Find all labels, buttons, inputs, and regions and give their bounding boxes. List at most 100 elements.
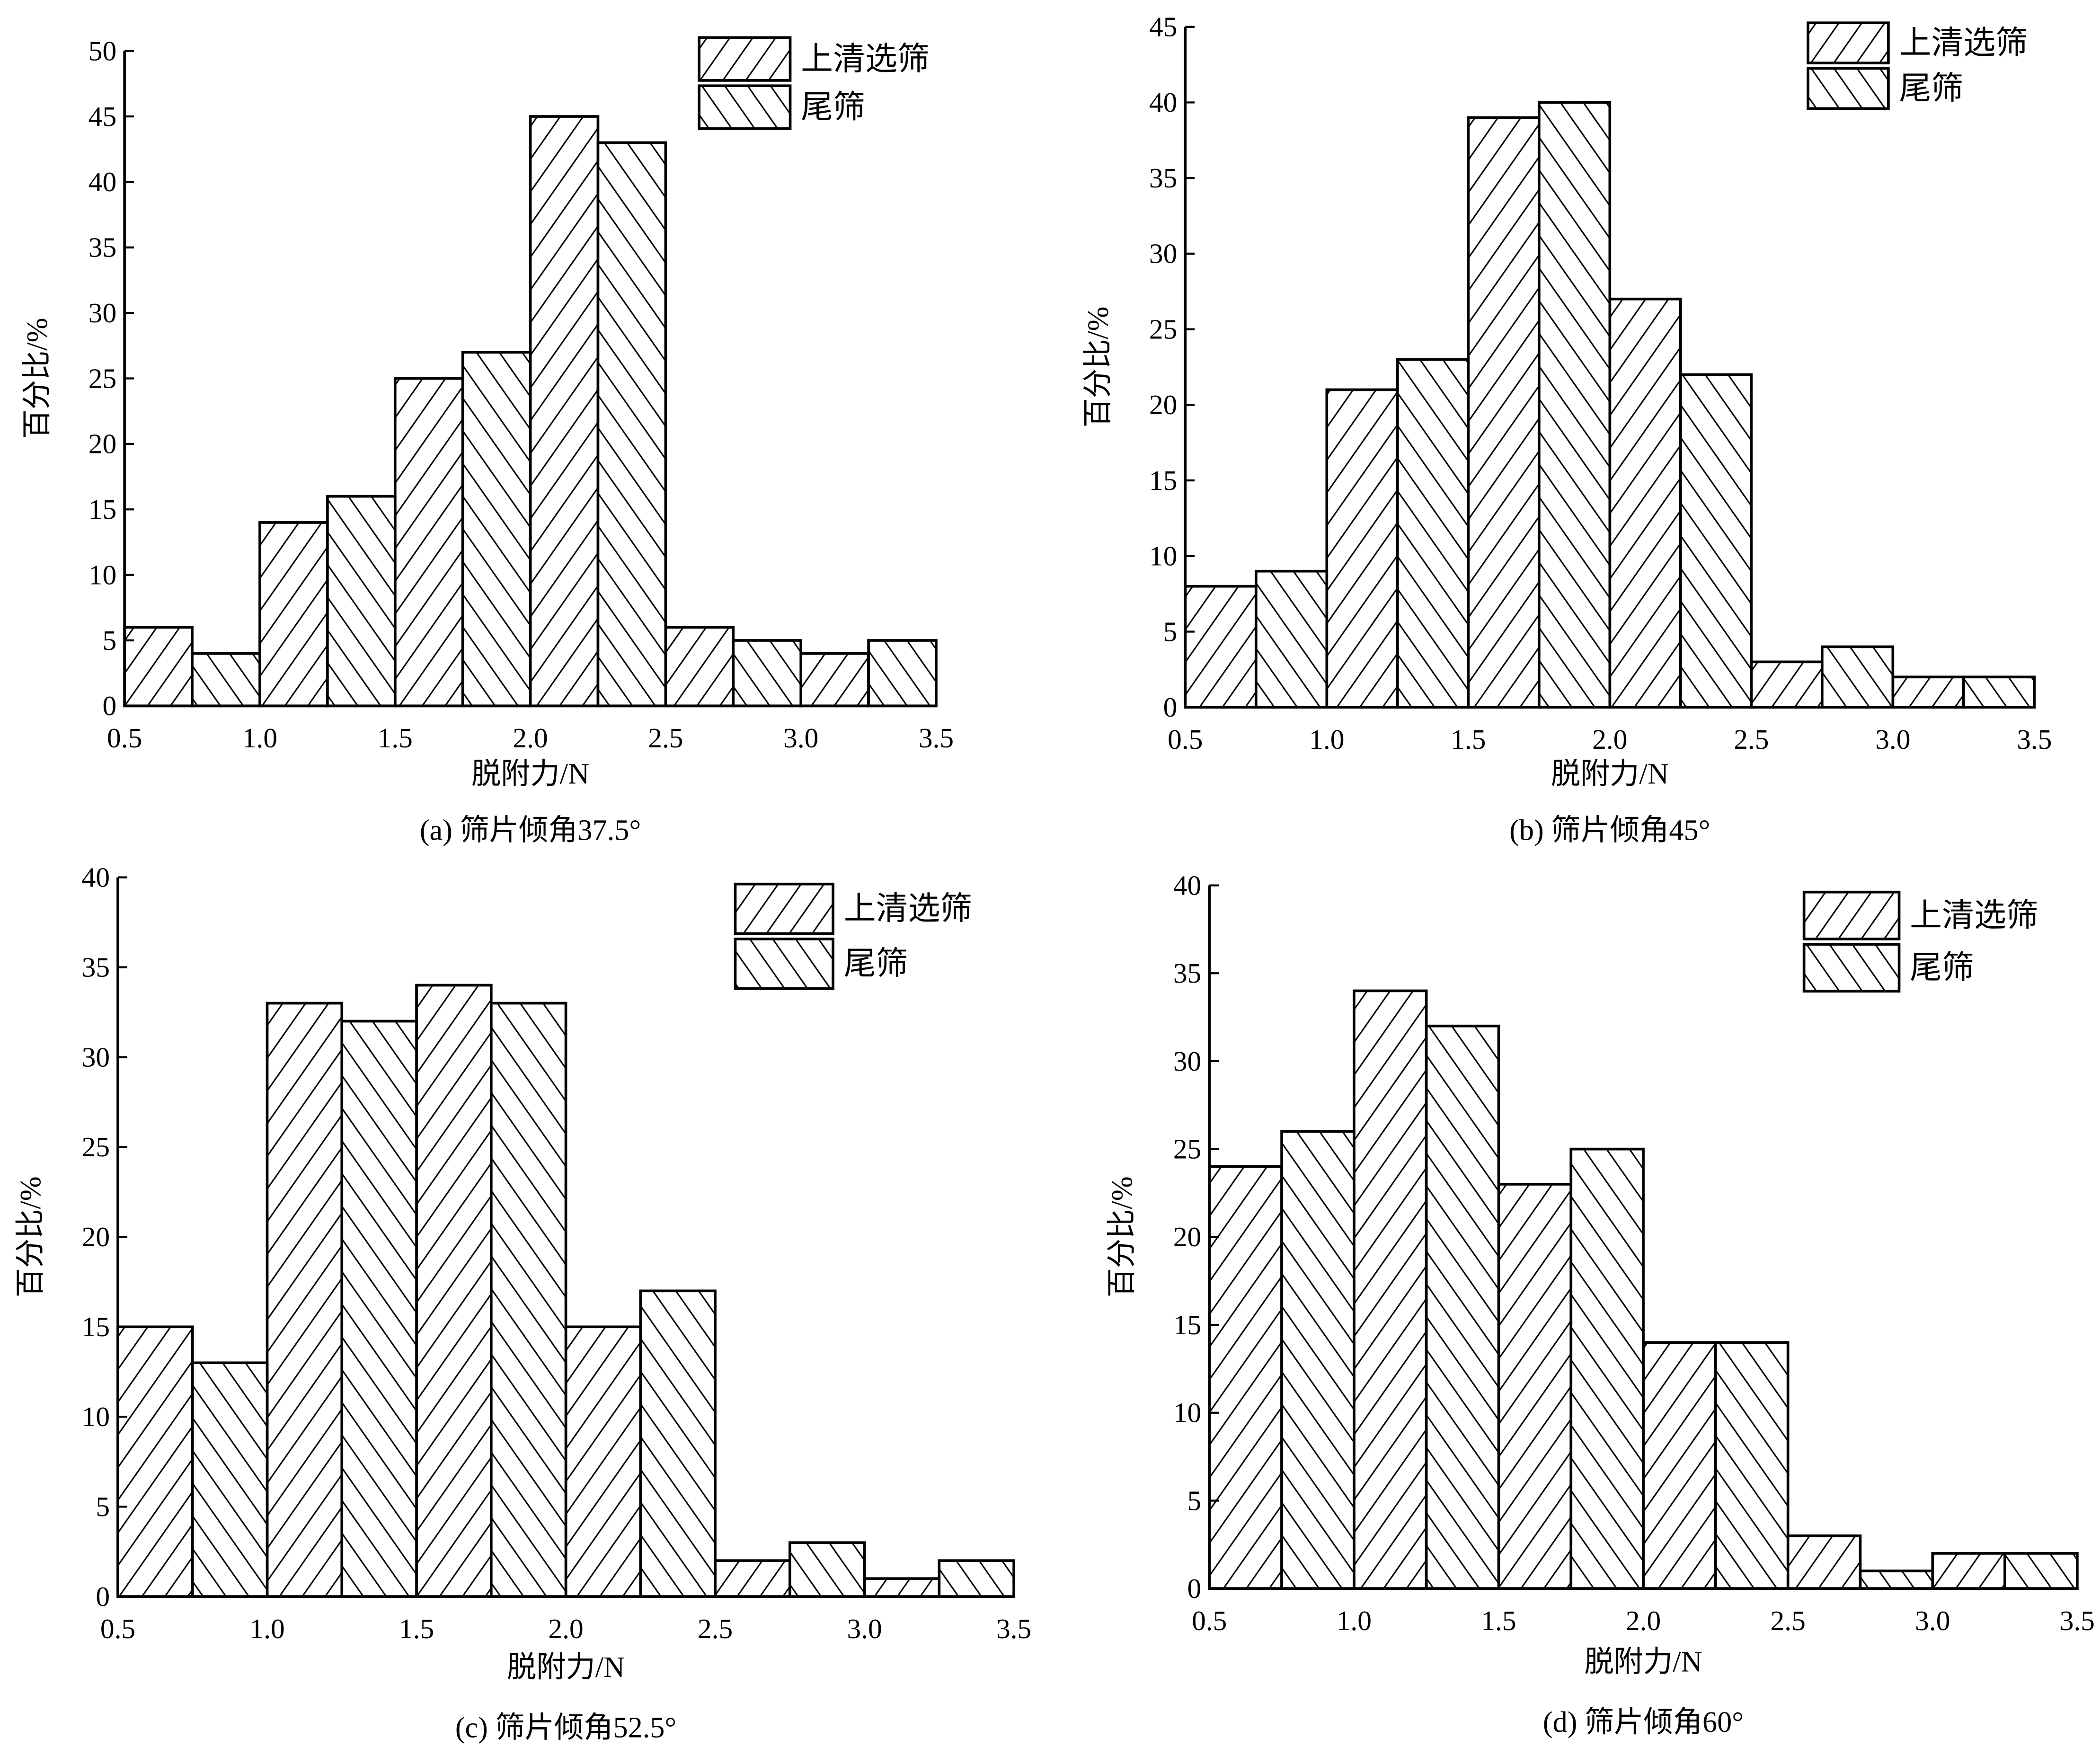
bar-tail-sieve	[340, 1020, 418, 1598]
legend-swatch	[1802, 943, 1901, 993]
x-tick-label: 0.5	[1168, 724, 1203, 755]
bar-tail-sieve	[1254, 569, 1329, 709]
y-tick-label: 45	[1149, 11, 1177, 43]
bar-upper-clean-sieve	[123, 626, 194, 708]
y-tick-label: 20	[1173, 1221, 1201, 1252]
x-tick-label: 3.5	[919, 722, 954, 754]
x-axis-label: 脱附力/N	[1551, 758, 1669, 790]
bar-tail-sieve	[1859, 1570, 1934, 1590]
y-tick-label: 35	[1149, 162, 1177, 194]
bar-upper-clean-sieve	[1750, 660, 1824, 709]
y-tick-label: 10	[82, 1401, 110, 1432]
bar-upper-clean-sieve	[1208, 1165, 1283, 1590]
bar-upper-clean-sieve	[258, 521, 329, 708]
y-tick-label: 5	[102, 625, 116, 656]
legend-swatch	[734, 937, 834, 990]
bar-upper-clean-sieve	[1325, 388, 1399, 709]
y-tick-label: 30	[82, 1041, 110, 1073]
chart-caption: (a) 筛片倾角37.5°	[420, 814, 641, 846]
bar-upper-clean-sieve	[1467, 116, 1541, 709]
y-tick-label: 35	[82, 951, 110, 983]
bar-tail-sieve	[1396, 358, 1470, 709]
bar-upper-clean-sieve	[1608, 297, 1682, 709]
y-axis-label: 百分比/%	[15, 1176, 47, 1297]
x-axis-label: 脱附力/N	[1585, 1646, 1702, 1678]
y-axis-label: 百分比/%	[1106, 1176, 1138, 1297]
bar-upper-clean-sieve	[116, 1325, 194, 1598]
bar-upper-clean-sieve	[1786, 1534, 1862, 1590]
legend-swatch	[734, 882, 834, 935]
bar-tail-sieve	[732, 639, 803, 708]
y-tick-label: 15	[89, 494, 116, 525]
bar-tail-sieve	[1537, 101, 1612, 709]
bar-upper-clean-sieve	[799, 652, 870, 708]
bar-upper-clean-sieve	[1184, 585, 1258, 709]
legend-swatch	[1807, 67, 1890, 110]
x-tick-label: 2.5	[698, 1613, 733, 1644]
y-tick-label: 15	[82, 1311, 110, 1342]
legend-label: 上清选筛	[1899, 25, 2028, 61]
x-tick-label: 3.0	[1875, 724, 1910, 755]
x-tick-label: 0.5	[107, 722, 142, 754]
legend-label: 上清选筛	[844, 891, 973, 927]
y-tick-label: 5	[1187, 1485, 1202, 1516]
x-tick-label: 2.5	[1734, 724, 1769, 755]
y-tick-label: 0	[1163, 692, 1178, 723]
y-tick-label: 20	[89, 428, 116, 460]
bar-upper-clean-sieve	[1931, 1552, 2006, 1590]
chart-caption: (d) 筛片倾角60°	[1543, 1706, 1744, 1738]
y-tick-label: 25	[1173, 1133, 1201, 1164]
x-axis-label: 脱附力/N	[507, 1651, 625, 1684]
x-tick-label: 2.0	[1626, 1605, 1661, 1636]
bar-upper-clean-sieve	[266, 1002, 344, 1598]
x-tick-label: 1.5	[1451, 724, 1486, 755]
x-tick-label: 3.0	[783, 722, 818, 754]
y-tick-label: 0	[102, 690, 116, 721]
bar-upper-clean-sieve	[1642, 1341, 1717, 1590]
bar-upper-clean-sieve	[1353, 989, 1428, 1590]
bar-tail-sieve	[596, 141, 667, 708]
y-tick-label: 0	[96, 1581, 110, 1612]
bar-tail-sieve	[326, 495, 397, 708]
bar-upper-clean-sieve	[1497, 1183, 1573, 1590]
bar-tail-sieve	[1821, 645, 1895, 709]
x-tick-label: 2.0	[513, 722, 548, 754]
legend-swatch	[698, 84, 792, 130]
x-tick-label: 0.5	[100, 1613, 135, 1644]
y-tick-label: 30	[89, 297, 116, 328]
bar-upper-clean-sieve	[564, 1325, 642, 1598]
bar-tail-sieve	[938, 1559, 1015, 1598]
y-tick-label: 40	[1149, 87, 1177, 118]
y-tick-label: 30	[1173, 1046, 1201, 1077]
y-tick-label: 25	[89, 363, 116, 394]
x-tick-label: 3.0	[847, 1613, 882, 1644]
bar-upper-clean-sieve	[393, 377, 464, 708]
x-tick-label: 3.5	[996, 1613, 1031, 1644]
x-tick-label: 1.5	[378, 722, 413, 754]
bar-tail-sieve	[2003, 1552, 2079, 1590]
bar-upper-clean-sieve	[415, 984, 493, 1598]
y-tick-label: 20	[82, 1221, 110, 1252]
chart-caption: (c) 筛片倾角52.5°	[455, 1712, 676, 1744]
y-tick-label: 40	[82, 861, 110, 893]
x-tick-label: 1.0	[1337, 1605, 1372, 1636]
legend-label: 上清选筛	[801, 41, 930, 77]
bar-tail-sieve	[191, 652, 261, 708]
y-tick-label: 5	[1163, 616, 1178, 647]
chart-panel-c: 0 5 10 15 20 25 30 35 40 0.5 1.0 1.5 2.0 2.5 3.0 3.5 百分比…	[15, 861, 1031, 1744]
x-tick-label: 3.5	[2017, 724, 2052, 755]
legend-swatch	[1802, 890, 1901, 940]
y-axis-label: 百分比/%	[1082, 307, 1114, 428]
legend-label: 尾筛	[1899, 71, 1964, 106]
x-tick-label: 1.0	[242, 722, 277, 754]
x-tick-label: 3.0	[1915, 1605, 1950, 1636]
y-tick-label: 25	[82, 1131, 110, 1162]
y-tick-label: 10	[1149, 541, 1177, 572]
x-tick-label: 1.0	[249, 1613, 284, 1644]
legend-swatch	[698, 36, 792, 82]
bar-tail-sieve	[788, 1541, 866, 1598]
y-tick-label: 15	[1149, 465, 1177, 496]
y-tick-label: 0	[1187, 1573, 1202, 1604]
bar-upper-clean-sieve	[529, 115, 600, 708]
bar-tail-sieve	[1569, 1147, 1645, 1590]
